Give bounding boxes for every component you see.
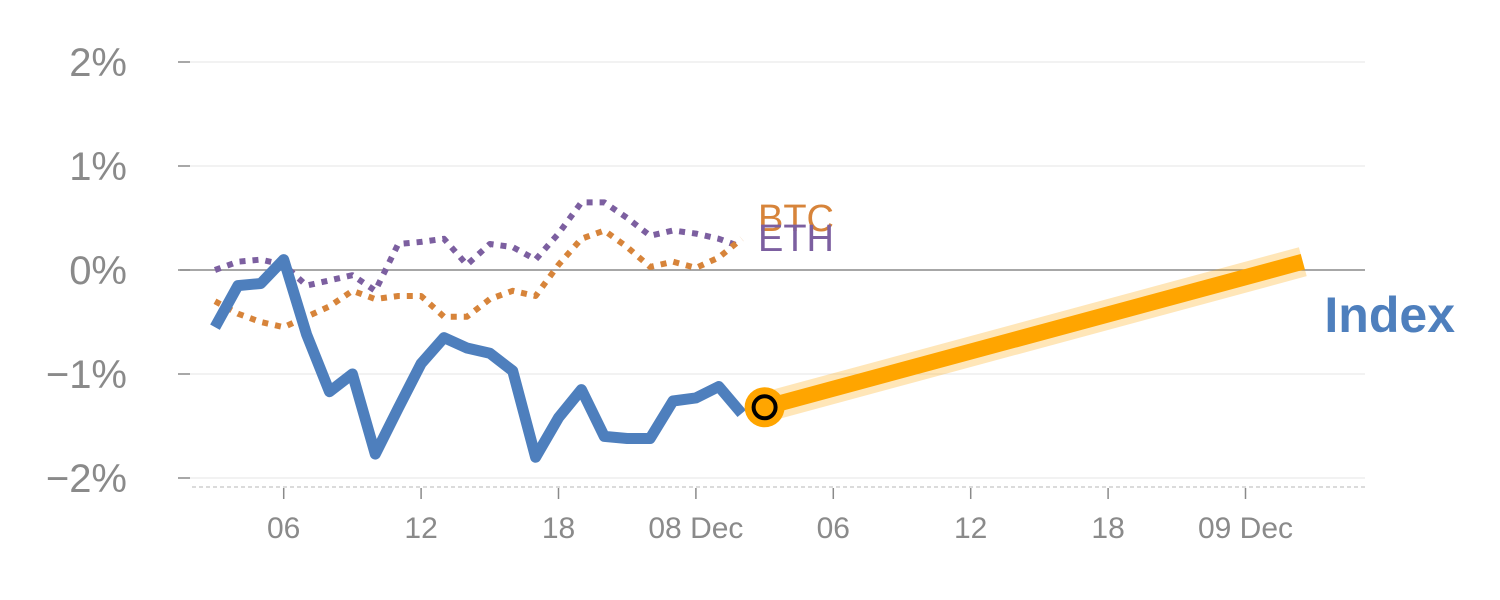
series-label-index: Index <box>1324 287 1455 343</box>
y-axis: 2% 1% 0% −1% −2% <box>46 41 190 501</box>
x-tick-label: 12 <box>954 512 987 545</box>
x-tick-label: 09 Dec <box>1198 512 1293 545</box>
series-layer <box>210 199 1307 463</box>
y-tick-label: 2% <box>69 41 127 85</box>
x-tick-label: 06 <box>817 512 850 545</box>
y-tick-label: −2% <box>46 457 127 501</box>
grid-lines <box>180 61 1365 479</box>
series-label-eth: ETH <box>758 218 834 260</box>
x-tick-label: 12 <box>404 512 437 545</box>
x-tick-label: 18 <box>1091 512 1124 545</box>
series-labels: BTC ETH Index <box>758 198 1455 343</box>
x-tick-label: 08 Dec <box>648 512 743 545</box>
current-point-marker <box>751 394 778 421</box>
index-line <box>210 254 746 463</box>
y-tick-label: −1% <box>46 353 127 397</box>
projection-line <box>762 253 1305 416</box>
y-tick-label: 1% <box>69 145 127 189</box>
x-tick-label: 18 <box>542 512 575 545</box>
series-label-btc: BTC <box>758 198 834 240</box>
x-tick-label: 06 <box>267 512 300 545</box>
x-axis: 06 12 18 08 Dec 06 12 18 09 Dec <box>192 486 1365 545</box>
eth-line <box>213 199 743 294</box>
y-tick-label: 0% <box>69 249 127 293</box>
